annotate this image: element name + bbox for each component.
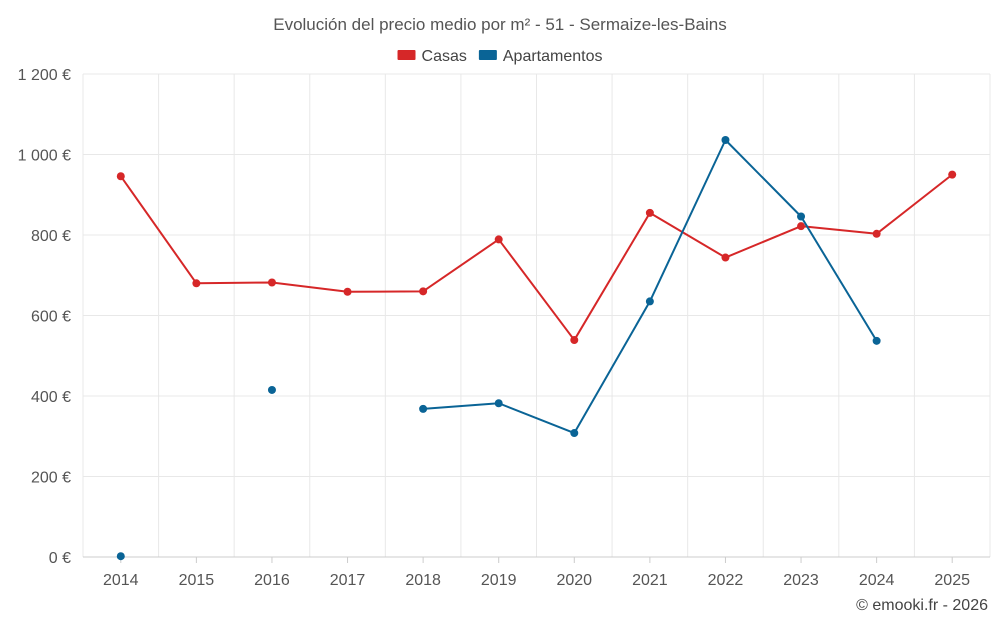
data-point-casas-2016[interactable] [267,278,276,287]
x-tick-label: 2017 [330,572,366,589]
x-tick-label: 2018 [405,572,441,589]
x-tick-label: 2023 [783,572,819,589]
data-point-apartamentos-2023[interactable] [797,212,806,221]
data-point-apartamentos-2016[interactable] [267,385,276,394]
x-tick-label: 2020 [556,572,592,589]
chart-title: Evolución del precio medio por m² - 51 -… [273,15,727,34]
data-point-apartamentos-2021[interactable] [645,297,654,306]
data-point-apartamentos-2014[interactable] [116,552,125,561]
y-tick-label: 0 € [49,550,71,567]
data-point-casas-2020[interactable] [570,336,579,345]
y-tick-label: 800 € [31,228,71,245]
y-tick-label: 400 € [31,389,71,406]
series [116,136,957,561]
legend-label: Apartamentos [503,48,603,65]
data-point-casas-2014[interactable] [116,172,125,181]
data-point-apartamentos-2024[interactable] [872,336,881,345]
credit-label: © emooki.fr - 2026 [856,597,988,614]
series-line-apartamentos [423,139,878,435]
data-point-casas-2015[interactable] [192,279,201,288]
legend-item-apartamentos[interactable]: Apartamentos [478,48,603,65]
data-point-casas-2017[interactable] [343,287,352,296]
grid [82,73,991,557]
data-point-casas-2023[interactable] [797,222,806,231]
x-tick-label: 2019 [481,572,517,589]
series-line-casas [119,173,953,342]
data-point-casas-2018[interactable] [419,287,428,296]
data-point-apartamentos-2020[interactable] [570,429,579,438]
data-point-casas-2024[interactable] [872,229,881,238]
x-tick-label: 2014 [103,572,139,589]
y-tick-label: 600 € [31,309,71,326]
data-point-apartamentos-2022[interactable] [721,136,730,145]
y-tick-label: 200 € [31,470,71,487]
y-tick-label: 1 200 € [18,67,71,84]
data-point-casas-2025[interactable] [948,170,957,179]
legend: Casas Apartamentos [397,48,603,65]
x-tick-label: 2024 [859,572,895,589]
legend-swatch [397,50,416,60]
data-point-casas-2022[interactable] [721,253,730,262]
series-casas [116,170,957,345]
legend-label: Casas [422,48,467,65]
data-point-apartamentos-2019[interactable] [494,399,503,408]
data-point-casas-2021[interactable] [645,208,654,217]
x-tick-label: 2016 [254,572,290,589]
x-tick-label: 2021 [632,572,668,589]
x-tick-label: 2015 [179,572,215,589]
legend-swatch [478,50,497,60]
legend-item-casas[interactable]: Casas [397,48,467,65]
x-tick-label: 2025 [934,572,970,589]
axes: 0 € 200 € 400 € 600 € 800 € 1 000 € 1 200 € 201… [18,67,990,589]
y-tick-label: 1 000 € [18,148,71,165]
data-point-casas-2019[interactable] [494,235,503,244]
data-point-apartamentos-2018[interactable] [419,404,428,413]
x-tick-label: 2022 [708,572,744,589]
series-apartamentos [116,136,881,561]
